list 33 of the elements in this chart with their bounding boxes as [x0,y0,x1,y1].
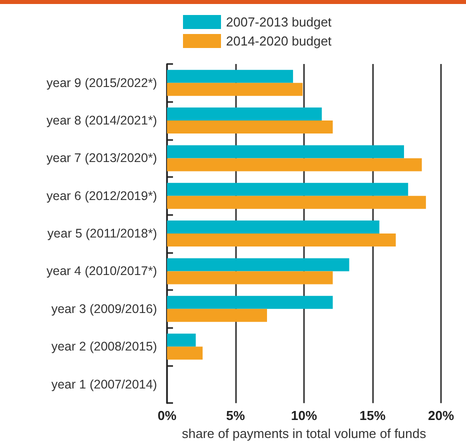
legend-label: 2014-2020 budget [226,34,332,48]
y-tick-label: year 3 (2009/2016) [51,302,157,316]
y-tick-label: year 1 (2007/2014) [51,377,157,392]
bar [167,296,333,309]
bar [167,334,196,347]
bar [167,346,203,360]
x-tick-label: 0% [158,408,177,424]
bar [167,258,350,272]
bar [167,145,404,158]
bar [167,182,408,196]
bar [167,234,396,247]
y-tick-label: year 2 (2008/2015) [51,340,157,354]
bar [167,70,294,83]
y-tick-label: year 7 (2013/2020*) [46,151,157,166]
y-tick-label: year 4 (2010/2017*) [46,264,157,278]
x-tick-label: 15% [359,408,386,424]
x-tick-label: 5% [226,408,246,424]
y-tick-label: year 8 (2014/2021*) [46,114,157,128]
bar [167,308,268,322]
x-tick-label: 10% [290,408,318,424]
y-tick-label: year 6 (2012/2019*) [46,188,157,203]
bar [167,82,303,96]
y-tick-label: year 9 (2015/2022*) [46,76,157,90]
bar [167,196,426,209]
y-tick-label: year 5 (2011/2018*) [47,226,157,241]
x-tick-label: 20% [428,408,454,424]
x-axis-title: share of payments in total volume of funds [182,426,427,441]
bar [167,220,380,234]
bar [167,120,333,134]
legend-label: 2007-2013 budget [226,14,332,30]
bar [167,108,322,121]
bar [167,271,333,284]
bar [167,158,422,172]
